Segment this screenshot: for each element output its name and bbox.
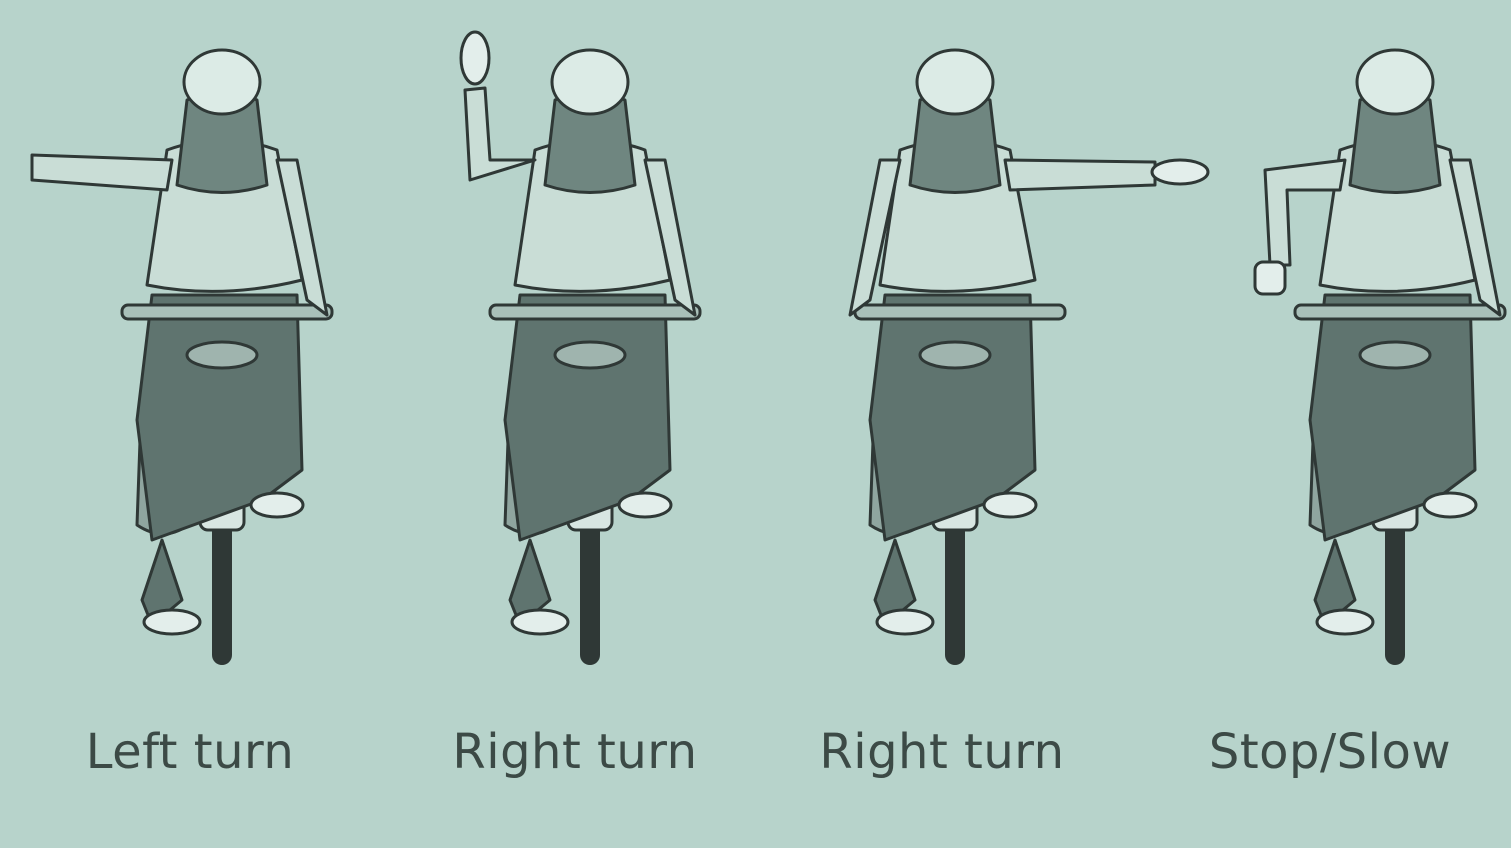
cyclist-figure-3 bbox=[848, 48, 1210, 665]
caption-left-turn: Left turn bbox=[85, 724, 295, 780]
cyclist-figure-4 bbox=[1253, 48, 1507, 665]
cyclist-figure-1 bbox=[30, 48, 334, 665]
caption-right-turn-extended: Right turn bbox=[819, 724, 1065, 780]
caption-stop-slow: Stop/Slow bbox=[1208, 724, 1452, 780]
cyclist-figure-2 bbox=[459, 30, 702, 665]
caption-right-turn-raised: Right turn bbox=[452, 724, 698, 780]
